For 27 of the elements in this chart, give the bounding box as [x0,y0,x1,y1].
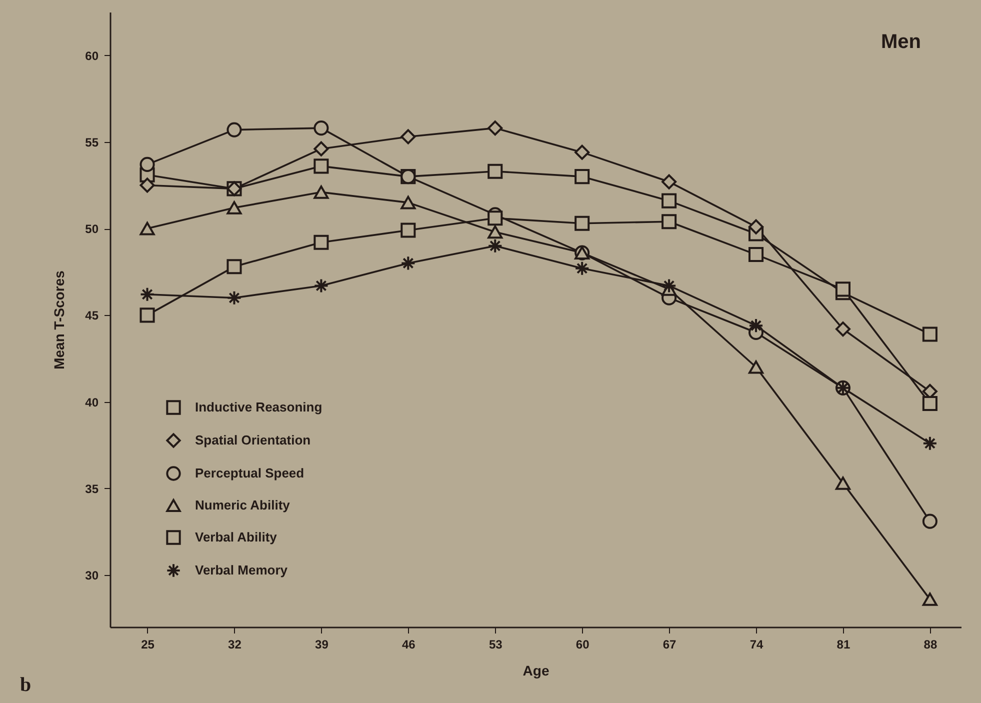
x-tick-label: 88 [924,638,938,652]
x-tick-label: 67 [662,638,677,652]
y-tick-label: 55 [85,135,99,150]
x-tick-label: 32 [228,638,242,652]
y-tick-label: 40 [85,395,99,410]
legend-label: Inductive Reasoning [195,400,322,414]
y-tick-label: 60 [85,48,99,63]
legend-label: Verbal Memory [195,562,288,578]
annotation: Men [881,31,921,53]
legend-label: Spatial Orientation [195,432,311,448]
x-tick-label: 74 [750,638,764,652]
x-tick-label: 46 [402,638,416,652]
y-tick-label: 30 [85,568,99,583]
text: b [20,674,32,696]
x-tick-label: 25 [141,638,155,652]
legend-label: Numeric Ability [195,498,291,512]
y-tick-label: 45 [85,308,99,323]
y-tick-label: 35 [85,482,99,496]
x-tick-label: 39 [315,638,329,652]
legend-label: Perceptual Speed [195,466,304,480]
x-tick-label: 81 [836,638,850,652]
legend-label: Verbal Ability [195,530,278,544]
x-tick-label: 60 [576,638,590,652]
y-tick-label: 50 [85,222,99,236]
x-axis-title: Age [522,662,550,678]
x-tick-label: 53 [488,638,503,652]
y-axis-title: Mean T-Scores [51,270,68,370]
